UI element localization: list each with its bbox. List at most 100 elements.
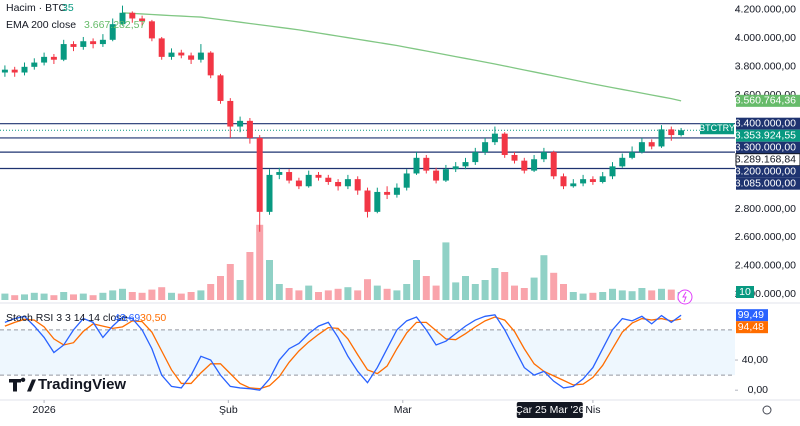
candle-body (207, 52, 214, 76)
price-badge-label: 3.300.000,00 (735, 141, 796, 153)
candle-body (246, 120, 253, 138)
ema-legend-value: 3.667.282,57 (84, 19, 145, 31)
candle-body (619, 157, 626, 167)
volume-bar (295, 290, 303, 300)
volume-bar (422, 276, 430, 300)
x-tick-label: Şub (219, 404, 238, 416)
candle-body (678, 130, 685, 136)
stoch-band-fill (0, 329, 735, 376)
candle-body (638, 142, 645, 153)
stoch-legend-k: 43,69 (114, 312, 140, 324)
candle-body (423, 157, 430, 171)
volume-bar (579, 293, 587, 300)
price-badge (736, 129, 800, 142)
volume-bar (442, 242, 450, 300)
volume-legend-value: 35 (62, 2, 74, 14)
volume-bar (432, 285, 440, 300)
settings-icon[interactable] (762, 405, 772, 415)
candle-body (256, 137, 263, 212)
candle-body (452, 166, 459, 170)
volume-bar (511, 285, 518, 300)
stoch-k-line (4, 314, 682, 391)
volume-bar (560, 284, 567, 300)
candle-body (325, 177, 332, 182)
volume-bar (285, 288, 293, 300)
candle-body (148, 21, 155, 39)
volume-bar (413, 260, 420, 300)
x-tick-label: Mar (394, 404, 413, 416)
candle-body (384, 191, 391, 195)
candle-body (354, 179, 361, 191)
candle-body (80, 41, 87, 47)
candle-body (482, 142, 489, 153)
volume-bar (119, 288, 126, 300)
volume-bar (109, 290, 117, 300)
candle-body (227, 100, 234, 127)
candle-body (344, 179, 351, 187)
candle-body (197, 52, 204, 60)
candle-body (668, 129, 675, 136)
candle-body (609, 166, 616, 177)
volume-bar (11, 295, 19, 300)
volume-bar (569, 292, 577, 300)
candle-body (109, 24, 116, 40)
candle-body (31, 62, 38, 67)
candle-body (41, 56, 48, 63)
volume-badge-label: 10 (739, 286, 751, 298)
volume-bar (236, 280, 244, 300)
candle-body (158, 38, 165, 57)
candle-body (276, 172, 283, 175)
candle-body (511, 154, 518, 161)
x-tick-label: 2026 (32, 404, 56, 416)
candle-body (393, 187, 400, 195)
candle-body (286, 172, 293, 181)
stoch-legend-d: 30,50 (140, 312, 166, 324)
price-badge-label: 3.353.924,55 (735, 129, 796, 141)
volume-bar (50, 295, 58, 300)
volume-bar (197, 290, 205, 300)
candle-body (315, 174, 322, 178)
volume-bar (628, 291, 636, 300)
volume-bar (138, 292, 146, 300)
volume-bar (1, 293, 9, 300)
candle-body (119, 12, 126, 25)
stoch-tick-label: 40,00 (742, 354, 768, 366)
candle-body (580, 179, 587, 184)
volume-bar (21, 294, 28, 300)
volume-bar (168, 292, 175, 300)
candle-body (589, 179, 596, 182)
candle-body (217, 75, 224, 101)
volume-bar (256, 224, 264, 300)
candle-body (364, 190, 371, 212)
volume-bar (354, 290, 362, 300)
candle-body (335, 181, 342, 187)
volume-bar (403, 284, 411, 300)
y-tick-label: 2.800.000,00 (735, 203, 796, 215)
brand-name: TradingView (38, 376, 126, 393)
volume-bar (599, 292, 607, 300)
candle-body (531, 159, 538, 171)
volume-bar (187, 292, 195, 300)
candle-body (266, 174, 273, 212)
volume-bar (638, 288, 646, 300)
price-badge-label: 3.200.000,00 (735, 165, 796, 177)
volume-bar (462, 276, 469, 300)
stoch-tick-label: 0,00 (748, 384, 769, 396)
volume-bar (89, 295, 97, 300)
volume-bar (393, 290, 401, 300)
crosshair-badge (516, 402, 583, 418)
volume-legend-name: Hacim · BTC (6, 2, 67, 14)
volume-bar (30, 292, 38, 300)
price-badge (736, 94, 800, 107)
symbol-badge (700, 123, 734, 135)
candle-body (90, 41, 97, 45)
volume-bar (217, 276, 224, 300)
volume-bar (315, 292, 322, 300)
volume-bar (658, 288, 665, 300)
volume-bar (60, 292, 68, 300)
volume-bar (99, 292, 107, 300)
candle-body (70, 44, 77, 47)
stoch-legend-name: Stoch RSI 3 3 14 14 close (6, 312, 128, 324)
brand-logo: TradingView (9, 376, 126, 393)
stoch-d-line (4, 316, 682, 390)
